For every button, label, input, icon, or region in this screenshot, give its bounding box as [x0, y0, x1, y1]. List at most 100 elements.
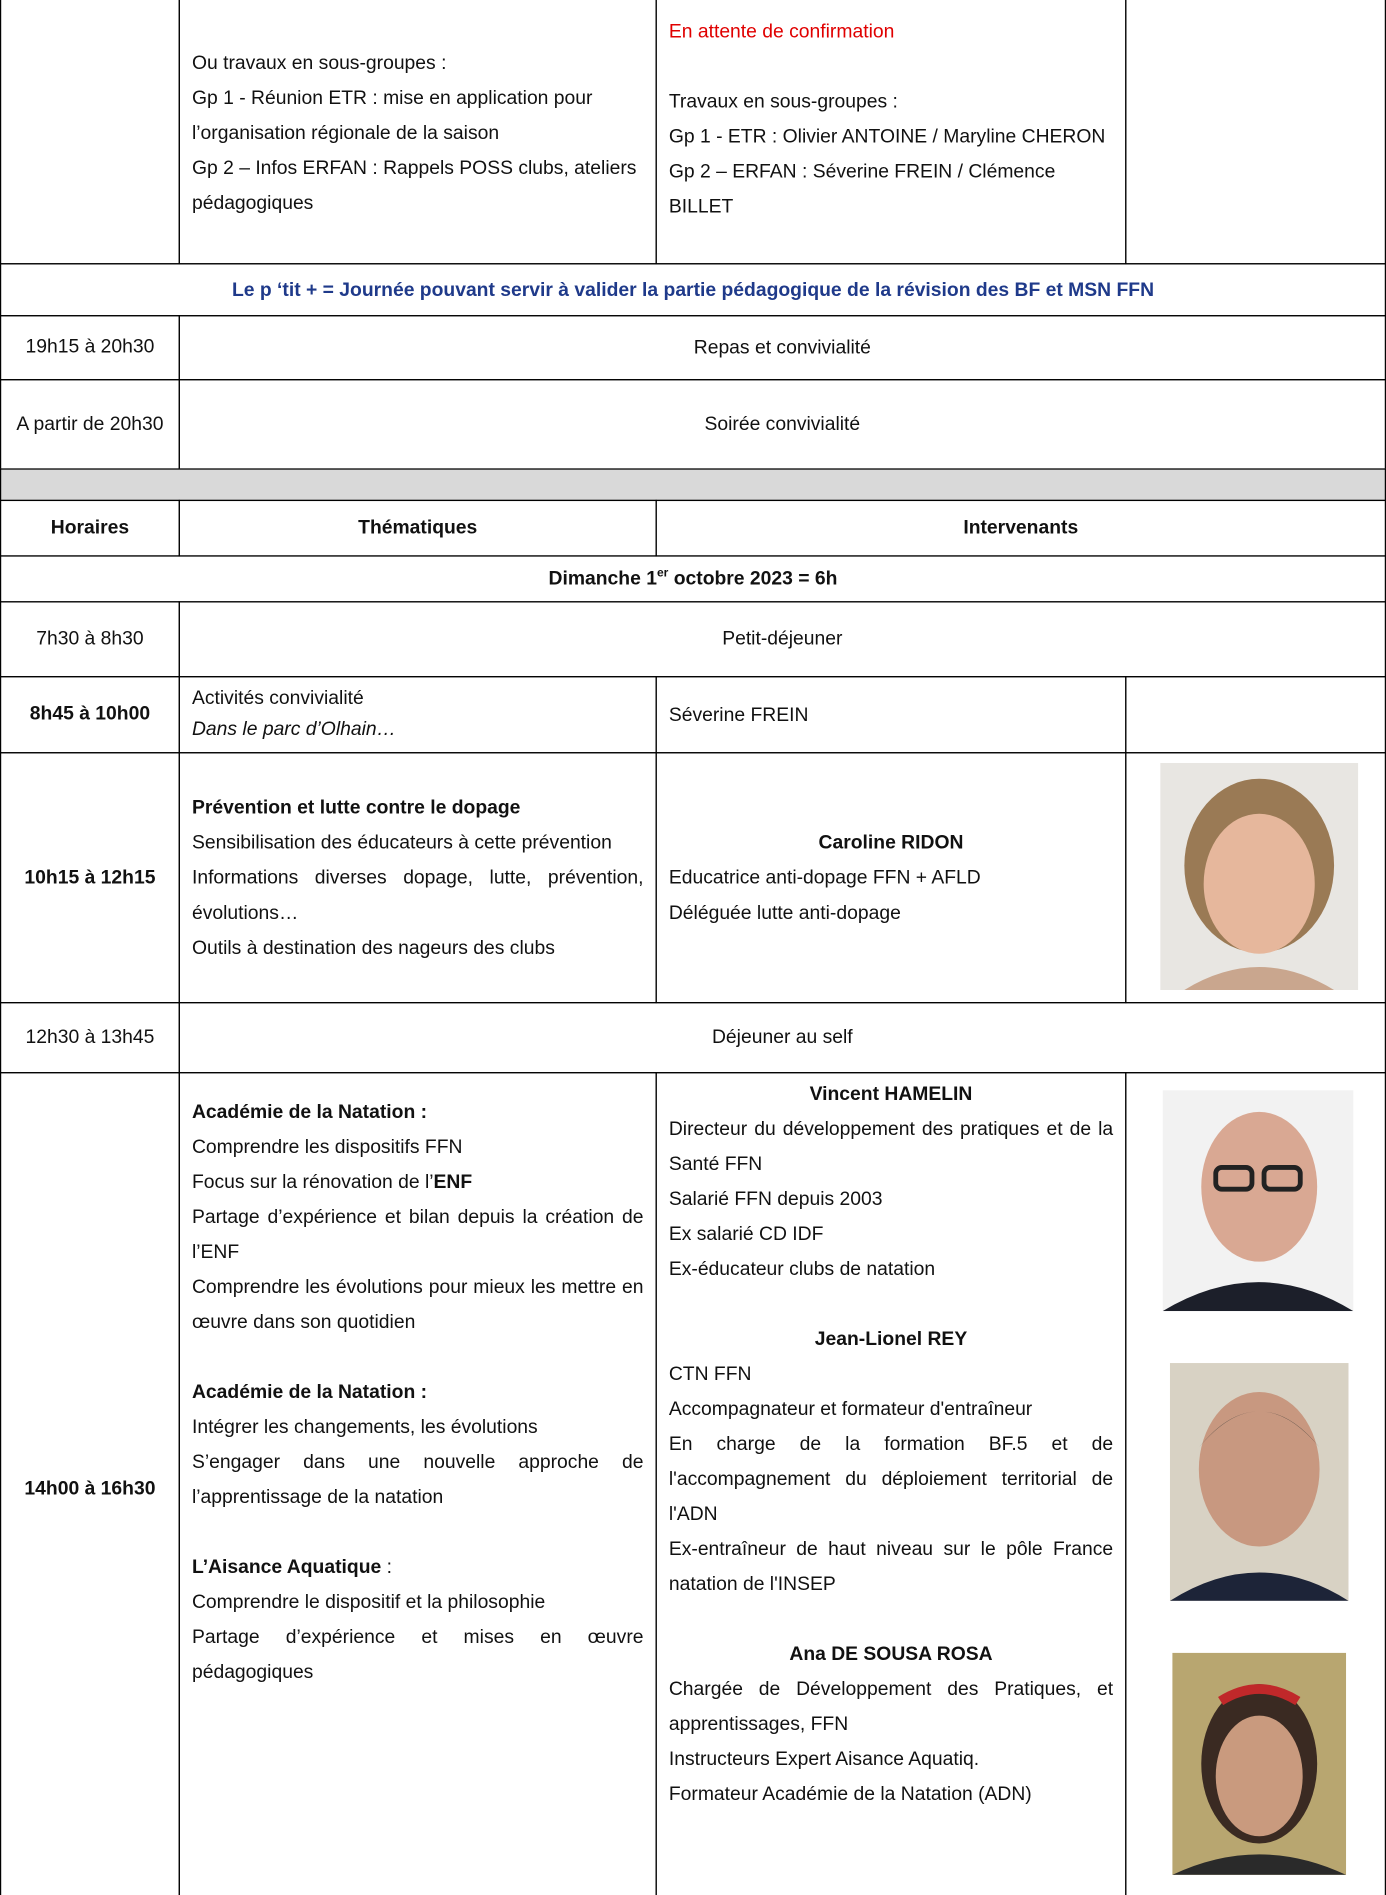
text: Focus sur la rénovation de l’	[191, 1172, 434, 1193]
cell: Ou travaux en sous-groupes : Gp 1 - Réun…	[178, 0, 657, 265]
text: Outils à destination des nageurs des clu…	[191, 937, 555, 958]
activity: Déjeuner au self	[711, 1027, 853, 1048]
text: Chargée de Développement des Pratiques, …	[668, 1679, 1114, 1735]
text: Salarié FFN depuis 2003	[668, 1189, 883, 1210]
text: Travaux en sous-groupes :	[668, 91, 898, 113]
cell: Repas et convivialité	[178, 315, 1386, 381]
photo-cell	[1125, 1072, 1386, 1895]
text: ENF	[433, 1172, 473, 1193]
time: A partir de 20h30	[16, 413, 164, 435]
cell: 19h15 à 20h30	[0, 315, 180, 381]
activity: Repas et convivialité	[693, 337, 871, 358]
cell: Académie de la Natation : Comprendre les…	[178, 1072, 657, 1895]
speaker: Séverine FREIN	[668, 704, 809, 725]
text: Ex-éducateur clubs de natation	[668, 1259, 936, 1280]
speaker-photo	[1172, 1652, 1347, 1875]
text: En attente de confirmation	[668, 21, 895, 43]
text: octobre 2023 = 6h	[668, 568, 838, 590]
time: 8h45 à 10h00	[29, 703, 151, 725]
day: Dimanche 1er octobre 2023 = 6h	[13, 561, 1372, 596]
text: Partage d’expérience et bilan depuis la …	[191, 1207, 644, 1263]
cell: 12h30 à 13h45	[0, 1002, 180, 1074]
text: Comprendre les évolutions pour mieux les…	[191, 1277, 644, 1333]
topic-title: Prévention et lutte contre le dopage	[191, 797, 521, 818]
speaker-photo	[1169, 1363, 1349, 1601]
text: Gp 2 – Infos ERFAN : Rappels POSS clubs,…	[191, 158, 637, 214]
topic-title: Académie de la Natation :	[191, 1102, 428, 1123]
banner-text: Le p ‘tit + = Journée pouvant servir à v…	[231, 279, 1155, 301]
speaker-photo	[1160, 763, 1359, 990]
header-cell: Thématiques	[178, 499, 657, 557]
text: Educatrice anti-dopage FFN + AFLD	[668, 867, 981, 888]
cell: Prévention et lutte contre le dopage Sen…	[178, 752, 657, 1004]
speaker-photo	[1162, 1090, 1354, 1312]
time: 14h00 à 16h30	[24, 1478, 156, 1499]
text: Intégrer les changements, les évolutions	[191, 1417, 538, 1438]
cell	[0, 0, 180, 265]
text: Ex salarié CD IDF	[668, 1224, 824, 1245]
header: Intervenants	[963, 517, 1079, 539]
text: Focus sur la rénovation de l’ENF	[192, 1165, 644, 1200]
separator	[0, 468, 1386, 502]
cell: A partir de 20h30	[0, 379, 180, 470]
cell: Soirée convivialité	[178, 379, 1386, 470]
text: Ex-entraîneur de haut niveau sur le pôle…	[668, 1539, 1114, 1595]
header: Horaires	[50, 517, 130, 539]
cell: En attente de confirmation Travaux en so…	[655, 0, 1127, 265]
banner: Le p ‘tit + = Journée pouvant servir à v…	[0, 263, 1386, 317]
time: 7h30 à 8h30	[36, 628, 144, 649]
text: Partage d’expérience et mises en œuvre p…	[191, 1627, 644, 1683]
cell	[1125, 0, 1386, 265]
text: En charge de la formation BF.5 et de l'a…	[668, 1434, 1114, 1525]
text: er	[656, 567, 669, 581]
text: :	[381, 1557, 392, 1578]
speaker-name: Caroline RIDON	[818, 832, 964, 853]
header-cell: Horaires	[0, 499, 180, 557]
time: 10h15 à 12h15	[24, 867, 156, 888]
cell: Vincent HAMELIN Directeur du développeme…	[655, 1072, 1127, 1895]
speaker-name: Jean-Lionel REY	[814, 1329, 968, 1350]
cell: 10h15 à 12h15	[0, 752, 180, 1004]
text: Directeur du développement des pratiques…	[668, 1119, 1114, 1175]
text: Déléguée lutte anti-dopage	[668, 902, 901, 923]
activity: Petit-déjeuner	[722, 629, 843, 650]
text: Comprendre les dispositifs FFN	[191, 1137, 463, 1158]
topic-title: Académie de la Natation :	[191, 1382, 428, 1403]
text: S’engager dans une nouvelle approche de …	[191, 1452, 644, 1508]
text: Dans le parc d’Olhain…	[191, 719, 396, 741]
header-cell: Intervenants	[655, 499, 1386, 557]
text: Comprendre le dispositif et la philosoph…	[191, 1592, 546, 1613]
header: Thématiques	[358, 517, 478, 539]
text: Gp 1 - ETR : Olivier ANTOINE / Maryline …	[668, 126, 1106, 148]
text: Formateur Académie de la Natation (ADN)	[668, 1784, 1032, 1805]
day-cell: Dimanche 1er octobre 2023 = 6h	[0, 555, 1386, 603]
text: Accompagnateur et formateur d'entraîneur	[668, 1399, 1033, 1420]
text: Sensibilisation des éducateurs à cette p…	[191, 832, 612, 853]
speaker-name: Vincent HAMELIN	[809, 1084, 973, 1105]
speaker-name: Ana DE SOUSA ROSA	[789, 1644, 993, 1665]
cell: Petit-déjeuner	[178, 601, 1386, 678]
text: Informations diverses dopage, lutte, pré…	[191, 867, 644, 923]
text: Activités convivialité	[191, 688, 364, 709]
activity: Soirée convivialité	[704, 414, 861, 435]
cell: Séverine FREIN	[655, 676, 1127, 754]
text: Dimanche 1	[548, 568, 657, 590]
text: Instructeurs Expert Aisance Aquatiq.	[668, 1749, 980, 1770]
cell: 8h45 à 10h00	[0, 676, 180, 754]
cell: Déjeuner au self	[178, 1002, 1386, 1074]
cell: Activités convivialité Dans le parc d’Ol…	[178, 676, 657, 754]
time: 19h15 à 20h30	[25, 336, 155, 358]
topic-title: L’Aisance Aquatique :	[192, 1550, 644, 1585]
cell: Caroline RIDON Educatrice anti-dopage FF…	[655, 752, 1127, 1004]
cell	[1125, 676, 1386, 754]
cell: 7h30 à 8h30	[0, 601, 180, 678]
photo-cell	[1125, 752, 1386, 1004]
cell: 14h00 à 16h30	[0, 1072, 180, 1895]
text: Gp 1 - Réunion ETR : mise en application…	[191, 88, 593, 144]
text: Ou travaux en sous-groupes :	[191, 53, 447, 74]
text: CTN FFN	[668, 1364, 752, 1385]
time: 12h30 à 13h45	[25, 1026, 155, 1048]
text: Gp 2 – ERFAN : Séverine FREIN / Clémence…	[668, 161, 1056, 218]
